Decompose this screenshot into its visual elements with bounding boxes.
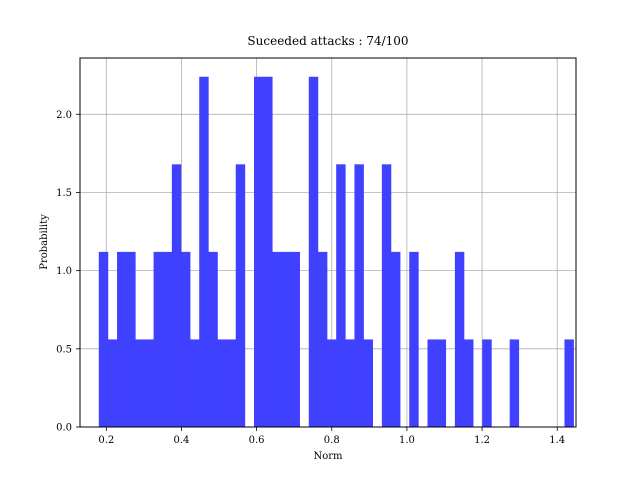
x-tick-label: 0.2 — [98, 435, 114, 446]
y-axis-ticks: 0.0 0.5 1.0 1.5 2.0 — [56, 110, 80, 434]
x-tick-label: 0.4 — [174, 435, 190, 446]
histogram-bar — [464, 339, 474, 427]
histogram-bar — [144, 339, 154, 427]
histogram-bar — [162, 251, 173, 427]
histogram-bar — [427, 339, 437, 427]
histogram-bar — [217, 339, 227, 427]
histogram-bar — [126, 251, 136, 427]
histogram-bar — [135, 339, 145, 427]
histogram-bar — [436, 339, 447, 427]
x-tick-label: 1.2 — [474, 435, 490, 446]
histogram-bar — [564, 339, 574, 427]
histogram-bar — [336, 164, 346, 427]
histogram-bar — [107, 339, 118, 427]
x-axis-ticks: 0.2 0.4 0.6 0.8 1.0 1.2 1.4 — [98, 427, 565, 446]
chart-title: Suceeded attacks : 74/100 — [247, 34, 408, 48]
histogram-bar — [272, 251, 282, 427]
y-tick-label: 0.0 — [56, 423, 72, 434]
histogram-bar — [354, 164, 364, 427]
histogram-bar — [409, 251, 419, 427]
histogram-bar — [509, 339, 520, 427]
y-tick-label: 1.5 — [56, 188, 72, 199]
x-tick-label: 0.6 — [249, 435, 265, 446]
histogram-bar — [190, 339, 200, 427]
histogram-bar — [317, 251, 328, 427]
histogram-bar — [381, 164, 392, 427]
histogram-bar — [180, 251, 191, 427]
histogram-bar — [254, 76, 264, 427]
y-tick-label: 0.5 — [56, 344, 72, 355]
histogram-bar — [226, 339, 237, 427]
y-tick-label: 2.0 — [56, 110, 72, 121]
histogram-bars — [98, 76, 574, 427]
histogram-bar — [208, 251, 218, 427]
histogram-bar — [363, 339, 374, 427]
histogram-bar — [290, 251, 300, 427]
histogram-bar — [199, 76, 209, 427]
histogram-bar — [454, 251, 465, 427]
x-tick-label: 0.8 — [324, 435, 340, 446]
x-tick-label: 1.0 — [399, 435, 415, 446]
histogram-bar — [482, 339, 492, 427]
plot-frame — [79, 57, 577, 428]
x-axis-label: Norm — [313, 451, 343, 462]
histogram-bar — [153, 251, 163, 427]
histogram-bar — [117, 251, 127, 427]
x-tick-label: 1.4 — [549, 435, 565, 446]
y-axis-label: Probability — [39, 214, 50, 270]
histogram-bar — [235, 164, 246, 427]
histogram-bar — [263, 76, 273, 427]
histogram-bar — [327, 339, 337, 427]
histogram-bar — [98, 251, 109, 427]
histogram-bar — [281, 251, 291, 427]
histogram-bar — [308, 76, 319, 427]
histogram-bar — [345, 339, 355, 427]
histogram-bar — [390, 251, 401, 427]
y-tick-label: 1.0 — [56, 266, 72, 277]
histogram-bar — [171, 164, 182, 427]
